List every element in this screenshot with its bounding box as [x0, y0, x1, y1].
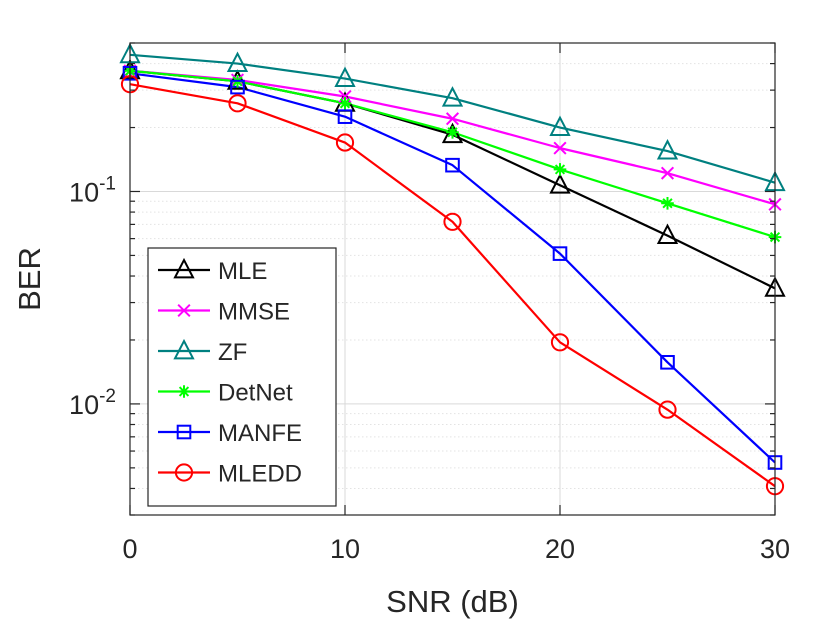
- legend-label: MLE: [218, 258, 267, 285]
- series-line-zf: [129, 53, 776, 184]
- data-point-detnet: [338, 97, 352, 110]
- legend-label: ZF: [218, 339, 247, 366]
- data-point-mmse: [445, 112, 460, 126]
- legend-entry-mle: MLE: [158, 257, 267, 285]
- y-tick-label: 10-1: [69, 173, 116, 207]
- data-point-zf: [441, 86, 464, 107]
- legend-box: [147, 247, 337, 507]
- data-point-detnet: [446, 125, 459, 139]
- legend-marker: [177, 303, 191, 318]
- series-line-mledd: [129, 83, 776, 488]
- y-tick-labels: 10-1 10-2: [69, 173, 116, 419]
- data-point-mmse: [660, 166, 675, 180]
- data-point-zf: [334, 66, 356, 88]
- data-point-mledd: [228, 94, 247, 113]
- legend-marker: [173, 257, 195, 279]
- y-axis-label: BER: [12, 247, 47, 311]
- legend-entry-mmse: MMSE: [158, 299, 290, 326]
- legend-marker: [173, 338, 195, 360]
- legend-marker: [176, 424, 192, 440]
- legend-entry-zf: ZF: [158, 338, 247, 366]
- legend-label: MLEDD: [218, 461, 302, 488]
- data-point-manfe: [552, 246, 568, 261]
- data-point-mle: [656, 223, 679, 245]
- data-point-manfe: [445, 157, 460, 173]
- data-point-mledd: [335, 133, 355, 152]
- x-tick-label: 0: [122, 534, 137, 564]
- data-point-mle: [549, 173, 571, 194]
- data-point-manfe: [660, 355, 675, 370]
- data-point-mmse: [553, 141, 567, 155]
- data-point-mledd: [443, 212, 462, 231]
- legend-label: DetNet: [218, 380, 293, 407]
- axis-ticks: [129, 42, 776, 516]
- x-tick-label: 30: [760, 534, 790, 564]
- legend-marker: [177, 385, 191, 398]
- x-tick-label: 10: [330, 534, 360, 564]
- data-point-mledd: [658, 400, 677, 419]
- plot-frame: [129, 42, 776, 516]
- legend-entry-detnet: DetNet: [158, 380, 293, 407]
- data-point-manfe: [230, 79, 245, 95]
- data-point-zf: [549, 115, 571, 136]
- legend-label: MMSE: [218, 299, 290, 326]
- legend-label: MANFE: [218, 420, 302, 447]
- x-axis-label: SNR (dB): [386, 584, 519, 619]
- data-point-mledd: [550, 333, 570, 352]
- data-point-manfe: [337, 109, 353, 124]
- y-tick-label: 10-2: [69, 386, 116, 420]
- legend-marker: [174, 463, 194, 482]
- data-point-mle: [441, 122, 464, 144]
- data-point-zf: [656, 138, 679, 160]
- legend-entry-mledd: MLEDD: [158, 461, 302, 488]
- x-tick-labels: 0 10 20 30: [122, 534, 790, 564]
- legend: MLE MMSE ZF DetNet MANFE MLEDD: [147, 247, 337, 507]
- legend-entry-manfe: MANFE: [158, 420, 302, 447]
- data-point-zf: [226, 51, 249, 73]
- data-point-detnet: [553, 163, 567, 176]
- x-tick-label: 20: [545, 534, 575, 564]
- data-point-detnet: [661, 196, 674, 210]
